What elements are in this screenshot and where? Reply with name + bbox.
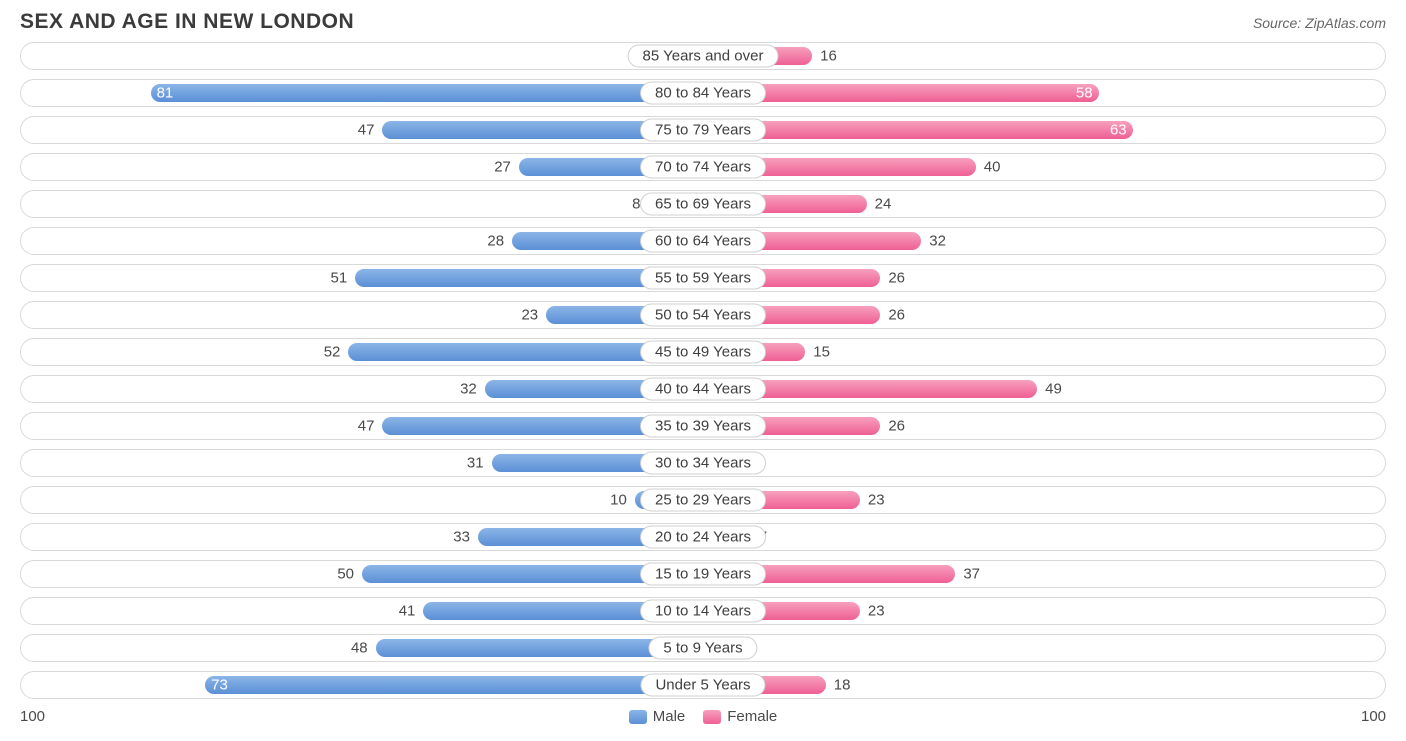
- male-value: 73: [211, 677, 228, 694]
- chart-footer: 100 Male Female 100: [20, 708, 1386, 725]
- male-value: 23: [521, 307, 546, 324]
- male-value: 27: [494, 159, 519, 176]
- age-row: 52 15 45 to 49 Years: [20, 338, 1386, 366]
- male-value: 50: [337, 566, 362, 583]
- male-swatch-icon: [629, 710, 647, 724]
- chart-source: Source: ZipAtlas.com: [1253, 15, 1386, 31]
- age-category-label: 30 to 34 Years: [640, 452, 766, 475]
- female-value: 49: [1037, 381, 1062, 398]
- age-row: 47 26 35 to 39 Years: [20, 412, 1386, 440]
- age-category-label: 60 to 64 Years: [640, 230, 766, 253]
- female-value: 23: [860, 603, 885, 620]
- axis-right-max: 100: [777, 708, 1386, 725]
- age-row: 50 37 15 to 19 Years: [20, 560, 1386, 588]
- age-row: 41 23 10 to 14 Years: [20, 597, 1386, 625]
- legend-item-female: Female: [703, 708, 777, 725]
- male-value: 81: [157, 85, 174, 102]
- age-row: 28 32 60 to 64 Years: [20, 227, 1386, 255]
- age-category-label: 80 to 84 Years: [640, 82, 766, 105]
- female-bar: 63: [703, 121, 1133, 139]
- age-row: 47 63 75 to 79 Years: [20, 116, 1386, 144]
- legend-female-label: Female: [727, 708, 777, 725]
- female-value: 26: [880, 418, 905, 435]
- axis-left-max: 100: [20, 708, 629, 725]
- age-category-label: 70 to 74 Years: [640, 156, 766, 179]
- age-row: 27 40 70 to 74 Years: [20, 153, 1386, 181]
- legend-item-male: Male: [629, 708, 686, 725]
- age-category-label: 20 to 24 Years: [640, 526, 766, 549]
- female-value: 15: [805, 344, 830, 361]
- male-value: 47: [358, 418, 383, 435]
- male-value: 32: [460, 381, 485, 398]
- male-value: 41: [399, 603, 424, 620]
- age-category-label: 25 to 29 Years: [640, 489, 766, 512]
- female-value: 58: [1076, 85, 1093, 102]
- male-value: 31: [467, 455, 492, 472]
- age-row: 23 26 50 to 54 Years: [20, 301, 1386, 329]
- age-category-label: 10 to 14 Years: [640, 600, 766, 623]
- age-row: 32 49 40 to 44 Years: [20, 375, 1386, 403]
- age-category-label: 35 to 39 Years: [640, 415, 766, 438]
- male-value: 47: [358, 122, 383, 139]
- age-row: 4835 to 9 Years: [20, 634, 1386, 662]
- female-value: 24: [867, 196, 892, 213]
- female-value: 40: [976, 159, 1001, 176]
- age-category-label: 5 to 9 Years: [648, 637, 757, 660]
- male-value: 48: [351, 640, 376, 657]
- age-row: 73 18 Under 5 Years: [20, 671, 1386, 699]
- male-value: 51: [331, 270, 356, 287]
- age-row: 31685 Years and over: [20, 42, 1386, 70]
- chart-header: SEX AND AGE IN NEW LONDON Source: ZipAtl…: [20, 10, 1386, 34]
- female-value: 23: [860, 492, 885, 509]
- female-value: 18: [826, 677, 851, 694]
- age-row: 51 26 55 to 59 Years: [20, 264, 1386, 292]
- female-swatch-icon: [703, 710, 721, 724]
- age-row: 81 58 80 to 84 Years: [20, 79, 1386, 107]
- female-value: 26: [880, 270, 905, 287]
- population-pyramid-chart: 31685 Years and over815880 to 84 Years47…: [20, 42, 1386, 699]
- age-row: 31530 to 34 Years: [20, 449, 1386, 477]
- male-value: 28: [487, 233, 512, 250]
- age-category-label: 75 to 79 Years: [640, 119, 766, 142]
- age-category-label: 15 to 19 Years: [640, 563, 766, 586]
- male-value: 10: [610, 492, 635, 509]
- female-value: 37: [955, 566, 980, 583]
- female-value: 26: [880, 307, 905, 324]
- age-row: 10 23 25 to 29 Years: [20, 486, 1386, 514]
- chart-legend: Male Female: [629, 708, 778, 725]
- age-row: 82465 to 69 Years: [20, 190, 1386, 218]
- age-category-label: 55 to 59 Years: [640, 267, 766, 290]
- female-value: 32: [921, 233, 946, 250]
- age-row: 33720 to 24 Years: [20, 523, 1386, 551]
- age-category-label: 65 to 69 Years: [640, 193, 766, 216]
- female-value: 16: [812, 48, 837, 65]
- male-value: 33: [453, 529, 478, 546]
- age-category-label: 40 to 44 Years: [640, 378, 766, 401]
- legend-male-label: Male: [653, 708, 686, 725]
- female-value: 63: [1110, 122, 1127, 139]
- age-category-label: 45 to 49 Years: [640, 341, 766, 364]
- age-category-label: Under 5 Years: [640, 674, 765, 697]
- age-category-label: 50 to 54 Years: [640, 304, 766, 327]
- male-bar: 81: [151, 84, 703, 102]
- age-category-label: 85 Years and over: [628, 45, 779, 68]
- male-value: 52: [324, 344, 349, 361]
- chart-title: SEX AND AGE IN NEW LONDON: [20, 10, 354, 34]
- male-bar: 73: [205, 676, 703, 694]
